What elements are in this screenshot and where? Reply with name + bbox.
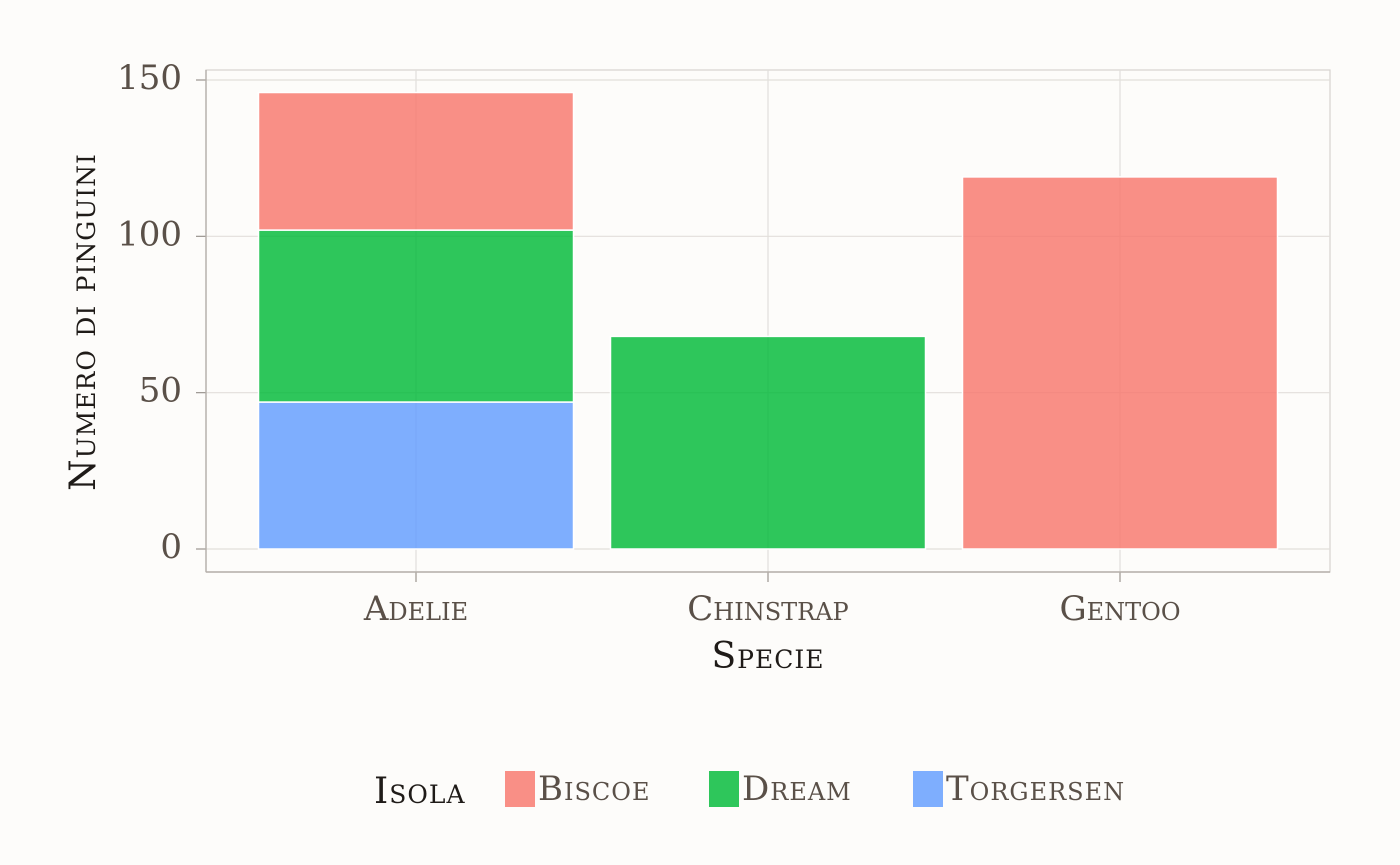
legend-label-torgersen: Torgersen <box>946 769 1125 809</box>
y-tick-label: 50 <box>139 371 182 411</box>
bar-adelie-torgersen <box>257 401 575 550</box>
x-tick-label: Adelie <box>363 589 468 629</box>
axes <box>196 70 1330 582</box>
bars <box>257 91 1279 550</box>
y-tick-label: 100 <box>117 214 182 254</box>
y-tick-label: 0 <box>160 527 182 567</box>
bar-adelie-biscoe <box>257 91 575 231</box>
x-axis-title: Specie <box>712 636 825 677</box>
legend-label-dream: Dream <box>742 769 852 809</box>
y-tick-labels: 0 50 100 150 <box>117 58 182 567</box>
legend-swatch-torgersen <box>913 771 943 807</box>
x-tick-label: Gentoo <box>1059 589 1180 629</box>
legend-title: Isola <box>374 771 466 812</box>
legend-label-biscoe: Biscoe <box>538 769 650 809</box>
x-tick-label: Chinstrap <box>687 589 848 629</box>
bar-adelie-dream <box>257 229 575 403</box>
legend-swatch-biscoe <box>505 771 535 807</box>
y-tick-label: 150 <box>117 58 182 98</box>
legend-swatch-dream <box>709 771 739 807</box>
y-axis-title: Numero di pinguini <box>63 153 104 491</box>
bar-chinstrap-dream <box>609 335 927 550</box>
x-tick-labels: Adelie Chinstrap Gentoo <box>363 589 1181 629</box>
legend-items: Biscoe Dream Torgersen <box>505 769 1125 809</box>
bar-gentoo-biscoe <box>961 176 1279 550</box>
legend: Isola Biscoe Dream Torgersen <box>374 769 1125 812</box>
